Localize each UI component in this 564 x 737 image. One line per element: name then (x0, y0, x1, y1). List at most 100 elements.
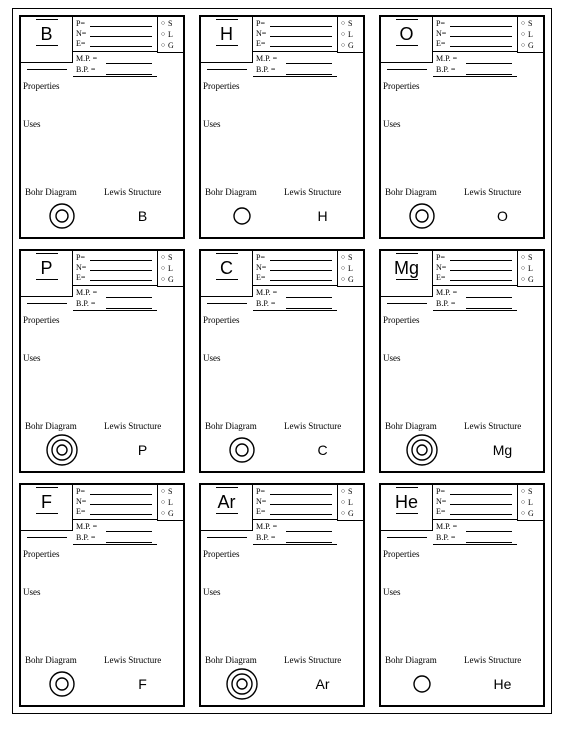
pne-row: E= (256, 507, 334, 517)
card-top: He P= N= E= M.P. = B.P. = ○ (381, 485, 543, 545)
mpbp-row: B.P. = (76, 64, 154, 75)
blank-line (450, 19, 512, 27)
mpbp-box: M.P. = B.P. = (73, 286, 157, 310)
state-letter: L (168, 29, 173, 40)
name-line (387, 303, 427, 304)
pne-row: E= (256, 273, 334, 283)
pne-label: P= (76, 19, 90, 29)
mpbp-label: M.P. = (256, 53, 286, 64)
element-card: F P= N= E= M.P. = B.P. = ○ S (19, 483, 185, 707)
number-line (216, 279, 238, 280)
state-row: ○ S (338, 252, 363, 263)
card-top: F P= N= E= M.P. = B.P. = ○ S (21, 485, 183, 545)
state-row: ○ G (158, 508, 183, 519)
pne-row: N= (436, 263, 514, 273)
diagram-row: O (381, 199, 543, 233)
blank-line (270, 253, 332, 261)
pne-row: E= (256, 39, 334, 49)
diagram-labels: Bohr Diagram Lewis Structure (201, 655, 363, 665)
pne-label: N= (436, 497, 450, 507)
pne-row: E= (436, 39, 514, 49)
info-column: P= N= E= M.P. = B.P. = (73, 251, 157, 311)
state-letter: S (348, 18, 352, 29)
lewis-label: Lewis Structure (462, 655, 543, 665)
state-row: ○ S (158, 18, 183, 29)
state-row: ○ S (338, 486, 363, 497)
bohr-diagram (201, 667, 282, 701)
state-circle: ○ (160, 274, 166, 285)
mpbp-label: M.P. = (436, 287, 466, 298)
bohr-label: Bohr Diagram (201, 421, 282, 431)
pne-label: E= (76, 507, 90, 517)
state-letter: L (348, 497, 353, 508)
blank-line (450, 497, 512, 505)
name-line (387, 69, 427, 70)
lewis-label: Lewis Structure (282, 421, 363, 431)
pne-row: P= (436, 253, 514, 263)
state-letter: S (168, 18, 172, 29)
state-circle: ○ (160, 252, 166, 263)
blank-line (270, 263, 332, 271)
diagram-row: P (21, 433, 183, 467)
state-row: ○ G (338, 508, 363, 519)
properties-label: Properties (201, 549, 363, 559)
mpbp-row: B.P. = (256, 64, 334, 75)
card-top: C P= N= E= M.P. = B.P. = ○ S (201, 251, 363, 311)
state-row: ○ G (158, 274, 183, 285)
mpbp-box: M.P. = B.P. = (253, 52, 337, 76)
blank-line (450, 487, 512, 495)
state-letter: L (528, 263, 533, 274)
state-circle: ○ (160, 40, 166, 51)
bohr-label: Bohr Diagram (381, 187, 462, 197)
state-row: ○ G (518, 508, 543, 519)
blank-line (286, 56, 332, 64)
pne-label: P= (436, 253, 450, 263)
diagram-labels: Bohr Diagram Lewis Structure (21, 421, 183, 431)
state-circle: ○ (340, 40, 346, 51)
lewis-structure: He (462, 667, 543, 701)
state-letter: L (348, 29, 353, 40)
name-line (207, 69, 247, 70)
pne-label: P= (76, 487, 90, 497)
blank-line (286, 535, 332, 543)
mpbp-row: M.P. = (76, 53, 154, 64)
state-letter: S (528, 486, 532, 497)
blank-line (106, 524, 152, 532)
pne-box: P= N= E= (73, 485, 157, 520)
state-box: ○ S ○ L ○ G (337, 251, 363, 287)
state-circle: ○ (340, 18, 346, 29)
state-letter: G (348, 274, 354, 285)
bohr-diagram (381, 667, 462, 701)
bohr-label: Bohr Diagram (381, 421, 462, 431)
state-letter: S (528, 252, 532, 263)
pne-label: P= (256, 487, 270, 497)
properties-label: Properties (381, 81, 543, 91)
pne-label: N= (76, 263, 90, 273)
bohr-label: Bohr Diagram (21, 655, 102, 665)
diagram-row: Mg (381, 433, 543, 467)
state-row: ○ L (338, 497, 363, 508)
diagram-row: C (201, 433, 363, 467)
number-line (36, 513, 58, 514)
diagram-labels: Bohr Diagram Lewis Structure (21, 187, 183, 197)
blank-line (90, 29, 152, 37)
bohr-diagram (21, 199, 102, 233)
uses-label: Uses (381, 353, 543, 363)
card-top: H P= N= E= M.P. = B.P. = ○ S (201, 17, 363, 77)
pne-box: P= N= E= (433, 17, 517, 52)
number-line (216, 513, 238, 514)
pne-label: E= (436, 507, 450, 517)
pne-label: E= (436, 39, 450, 49)
pne-row: P= (436, 19, 514, 29)
mpbp-box: M.P. = B.P. = (73, 520, 157, 544)
blank-line (466, 524, 512, 532)
mpbp-box: M.P. = B.P. = (253, 286, 337, 310)
properties-label: Properties (381, 549, 543, 559)
pne-label: P= (256, 253, 270, 263)
info-column: P= N= E= M.P. = B.P. = (433, 485, 517, 545)
pne-label: E= (256, 39, 270, 49)
blank-line (270, 273, 332, 281)
properties-label: Properties (201, 315, 363, 325)
state-letter: S (348, 252, 352, 263)
name-line (207, 537, 247, 538)
